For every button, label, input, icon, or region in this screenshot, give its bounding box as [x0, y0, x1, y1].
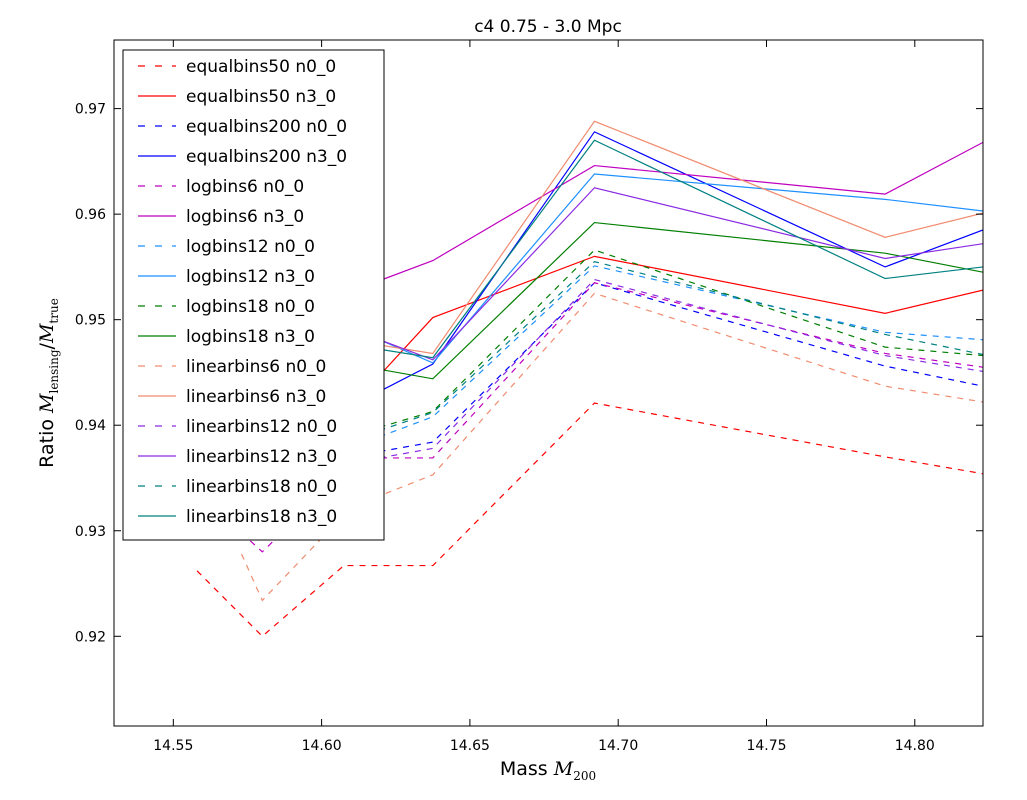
legend-label: logbins12 n0_0	[186, 237, 315, 257]
legend-label: linearbins6 n0_0	[186, 357, 326, 377]
x-ticks: 14.55 14.60 14.65 14.70 14.75 14.80	[153, 40, 935, 754]
y-ticks: 0.92 0.93 0.94 0.95 0.96 0.97	[75, 102, 983, 645]
legend-label: linearbins12 n0_0	[186, 417, 337, 437]
y-tick-label: 0.97	[75, 102, 106, 118]
x-axis-label-math: M	[553, 758, 574, 780]
legend-label: linearbins18 n3_0	[186, 507, 337, 527]
legend-label: equalbins50 n3_0	[186, 87, 336, 107]
legend-label: logbins12 n3_0	[186, 267, 315, 287]
x-axis-label: Mass M200	[500, 758, 596, 783]
y-axis-label-sub-1: lensing	[47, 349, 61, 393]
y-axis-label-math-1: M	[36, 393, 58, 414]
series-line-5	[379, 141, 983, 282]
legend-label: linearbins12 n3_0	[186, 447, 337, 467]
y-axis-label-sub-2: true	[47, 298, 61, 323]
y-tick-label: 0.92	[75, 629, 106, 645]
legend-label: linearbins6 n3_0	[186, 387, 326, 407]
x-axis-label-prefix: Mass	[500, 758, 554, 780]
x-tick-label: 14.65	[450, 738, 490, 754]
series-line-1	[379, 255, 983, 377]
series-line-6	[379, 265, 983, 438]
series-line-14	[379, 260, 983, 432]
series-line-13	[379, 187, 983, 361]
legend-label: linearbins18 n0_0	[186, 477, 337, 497]
series-layer	[196, 120, 983, 638]
legend-label: logbins6 n3_0	[186, 207, 304, 227]
y-axis-label: Ratio Mlensing/Mtrue	[36, 298, 61, 468]
y-axis-label-slash: /	[36, 342, 58, 349]
y-tick-label: 0.93	[75, 524, 106, 540]
legend-label: equalbins50 n0_0	[186, 57, 336, 77]
legend: equalbins50 n0_0 equalbins50 n3_0 equalbin…	[122, 49, 385, 541]
y-tick-label: 0.94	[75, 418, 106, 434]
series-line-11	[379, 120, 983, 355]
y-tick-label: 0.96	[75, 207, 106, 223]
series-line-8	[379, 249, 983, 428]
legend-label: logbins18 n0_0	[186, 297, 315, 317]
x-tick-label: 14.70	[598, 738, 638, 754]
y-axis-label-math-2: M	[36, 323, 58, 344]
series-line-3	[379, 131, 983, 392]
series-line-4	[241, 282, 983, 553]
x-tick-label: 14.60	[302, 738, 342, 754]
x-axis-label-sub: 200	[573, 769, 596, 783]
chart-title: c4 0.75 - 3.0 Mpc	[474, 17, 622, 37]
series-line-15	[379, 139, 983, 359]
legend-label: equalbins200 n3_0	[186, 147, 347, 167]
series-line-9	[379, 221, 983, 380]
series-line-12	[379, 278, 983, 459]
x-tick-label: 14.75	[746, 738, 786, 754]
y-axis-label-prefix: Ratio	[36, 413, 58, 468]
y-tick-label: 0.95	[75, 313, 106, 329]
legend-label: logbins6 n0_0	[186, 177, 304, 197]
x-tick-label: 14.55	[153, 738, 193, 754]
plot-frame	[113, 39, 984, 727]
series-line-0	[196, 402, 983, 638]
legend-box	[122, 49, 385, 541]
legend-label: logbins18 n3_0	[186, 327, 315, 347]
x-tick-label: 14.80	[895, 738, 935, 754]
legend-label: equalbins200 n0_0	[186, 117, 347, 137]
